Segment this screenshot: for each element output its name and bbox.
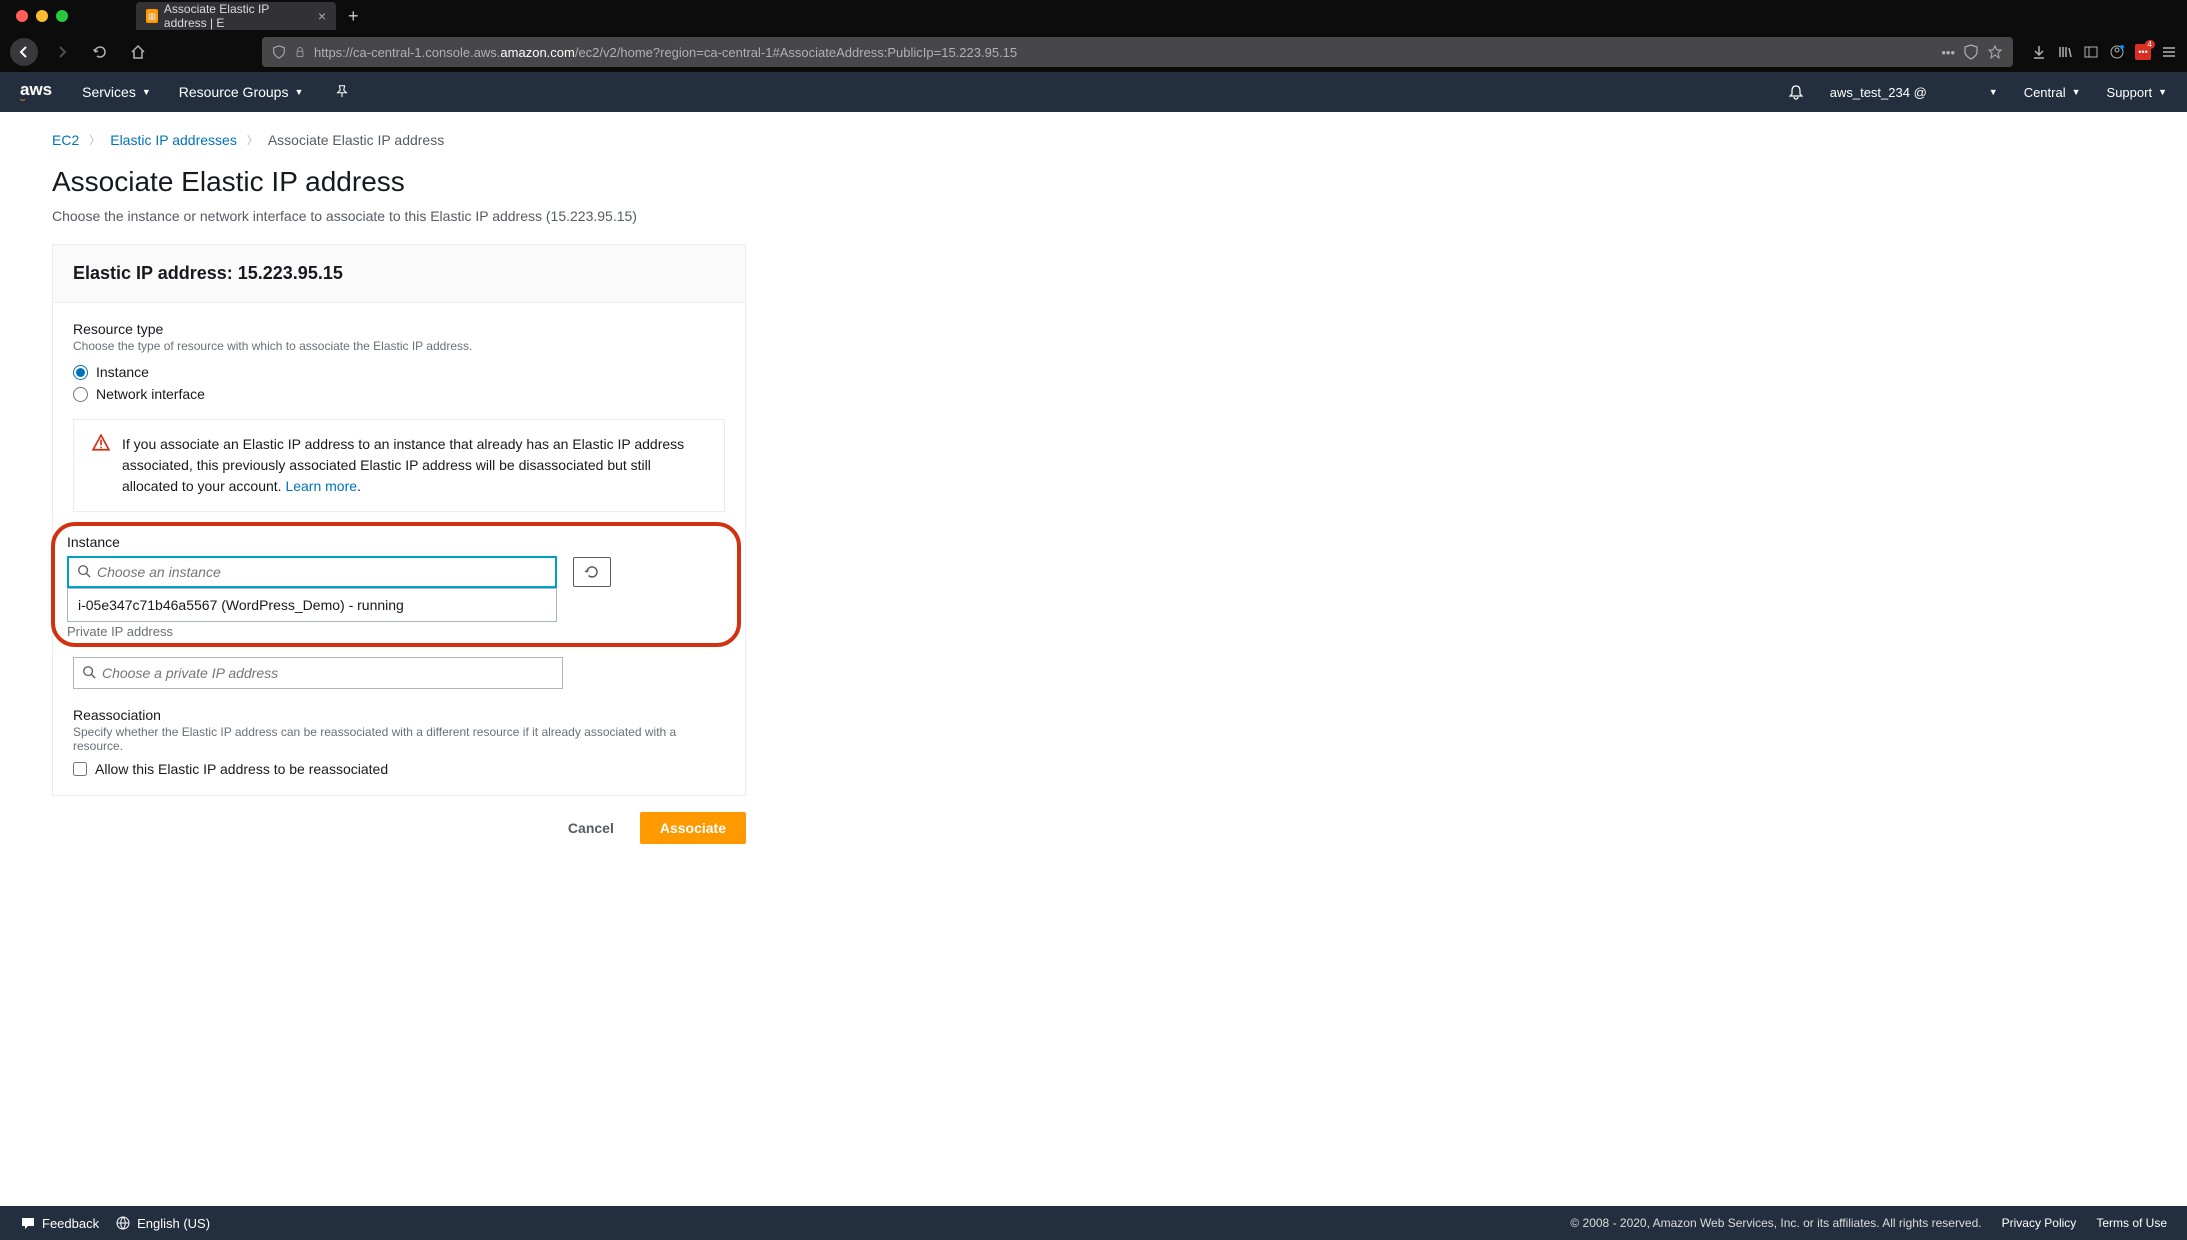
resource-type-label: Resource type — [73, 321, 725, 337]
breadcrumb: EC2 〉 Elastic IP addresses 〉 Associate E… — [52, 132, 2135, 148]
warning-learn-more-link[interactable]: Learn more — [285, 478, 357, 494]
globe-icon — [115, 1215, 131, 1231]
breadcrumb-current: Associate Elastic IP address — [268, 132, 444, 148]
warning-text: If you associate an Elastic IP address t… — [122, 434, 706, 497]
extension-count: 4 — [2145, 40, 2155, 49]
url-path: /ec2/v2/home?region=ca-central-1#Associa… — [575, 45, 1017, 60]
breadcrumb-eip[interactable]: Elastic IP addresses — [110, 132, 237, 148]
url-prefix: https://ca-central-1.console.aws. — [314, 45, 500, 60]
pin-icon[interactable] — [335, 84, 349, 101]
tab-favicon: ▦ — [146, 9, 158, 23]
aws-smile-icon: ⌣ — [20, 96, 52, 104]
private-ip-label-obscured: Private IP address — [67, 624, 725, 639]
tab-close-icon[interactable]: × — [318, 8, 326, 24]
aws-footer: Feedback English (US) © 2008 - 2020, Ama… — [0, 1206, 2187, 1240]
url-host: amazon.com — [500, 45, 574, 60]
breadcrumb-ec2[interactable]: EC2 — [52, 132, 79, 148]
instance-selection-highlight: Instance i-05e347c71b46a5567 (WordPress_… — [51, 522, 741, 647]
tab-title: Associate Elastic IP address | E — [164, 2, 308, 30]
feedback-link[interactable]: Feedback — [20, 1215, 99, 1231]
browser-chrome: ▦ Associate Elastic IP address | E × + h… — [0, 0, 2187, 72]
resource-type-radio-group: Instance Network interface — [73, 361, 725, 405]
menu-icon[interactable] — [2161, 44, 2177, 60]
lock-icon — [294, 46, 306, 58]
private-ip-search-field[interactable] — [73, 657, 563, 689]
caret-down-icon: ▼ — [2158, 87, 2167, 97]
caret-down-icon: ▼ — [142, 87, 151, 97]
warning-box: If you associate an Elastic IP address t… — [73, 419, 725, 512]
warning-icon — [92, 434, 110, 497]
notifications-icon[interactable] — [1788, 84, 1804, 100]
reader-icon[interactable] — [1963, 44, 1979, 60]
radio-instance-input[interactable] — [73, 365, 88, 380]
instance-search-input[interactable] — [97, 564, 547, 580]
window-maximize[interactable] — [56, 10, 68, 22]
reassociation-checkbox[interactable] — [73, 762, 87, 776]
reassociation-label: Reassociation — [73, 707, 725, 723]
resource-groups-menu[interactable]: Resource Groups ▼ — [179, 84, 304, 100]
support-menu[interactable]: Support ▼ — [2107, 85, 2167, 100]
chevron-right-icon: 〉 — [247, 132, 258, 148]
nav-bar: https://ca-central-1.console.aws.amazon.… — [0, 32, 2187, 72]
radio-eni-input[interactable] — [73, 387, 88, 402]
window-controls — [8, 10, 76, 22]
account-icon[interactable] — [2109, 44, 2125, 60]
reassociation-desc: Specify whether the Elastic IP address c… — [73, 725, 725, 753]
radio-network-interface[interactable]: Network interface — [73, 383, 725, 405]
resource-type-desc: Choose the type of resource with which t… — [73, 339, 725, 353]
page-description: Choose the instance or network interface… — [52, 208, 2135, 224]
reassociation-checkbox-row[interactable]: Allow this Elastic IP address to be reas… — [73, 761, 725, 777]
download-icon[interactable] — [2031, 44, 2047, 60]
aws-header: aws ⌣ Services ▼ Resource Groups ▼ aws_t… — [0, 72, 2187, 112]
bookmark-icon[interactable] — [1987, 44, 2003, 60]
caret-down-icon: ▼ — [1989, 87, 1998, 97]
aws-logo[interactable]: aws ⌣ — [20, 81, 52, 104]
url-more-icon[interactable]: ••• — [1941, 45, 1955, 60]
extension-badge[interactable]: •••4 — [2135, 44, 2151, 60]
library-icon[interactable] — [2057, 44, 2073, 60]
instance-dropdown: i-05e347c71b46a5567 (WordPress_Demo) - r… — [67, 588, 557, 622]
cancel-button[interactable]: Cancel — [556, 812, 626, 844]
radio-instance[interactable]: Instance — [73, 361, 725, 383]
action-buttons: Cancel Associate — [52, 812, 746, 844]
panel-header: Elastic IP address: 15.223.95.15 — [53, 245, 745, 303]
nav-back-button[interactable] — [10, 38, 38, 66]
copyright-text: © 2008 - 2020, Amazon Web Services, Inc.… — [1570, 1216, 1981, 1230]
refresh-icon — [584, 564, 600, 580]
nav-forward-button — [48, 38, 76, 66]
terms-link[interactable]: Terms of Use — [2096, 1216, 2167, 1230]
main-panel: Elastic IP address: 15.223.95.15 Resourc… — [52, 244, 746, 796]
search-icon — [82, 665, 96, 682]
account-menu[interactable]: aws_test_234 @ ▼ — [1830, 85, 1998, 100]
privacy-link[interactable]: Privacy Policy — [2002, 1216, 2077, 1230]
browser-tab[interactable]: ▦ Associate Elastic IP address | E × — [136, 2, 336, 30]
url-text: https://ca-central-1.console.aws.amazon.… — [314, 45, 1933, 60]
instance-label: Instance — [67, 534, 725, 550]
browser-right-icons: •••4 — [2031, 44, 2177, 60]
region-menu[interactable]: Central ▼ — [2024, 85, 2081, 100]
tab-strip: ▦ Associate Elastic IP address | E × + — [0, 0, 2187, 32]
shield-icon — [272, 45, 286, 59]
new-tab-button[interactable]: + — [348, 6, 359, 27]
url-bar[interactable]: https://ca-central-1.console.aws.amazon.… — [262, 37, 2013, 67]
window-close[interactable] — [16, 10, 28, 22]
chevron-right-icon: 〉 — [89, 132, 100, 148]
nav-home-button[interactable] — [124, 38, 152, 66]
services-menu[interactable]: Services ▼ — [82, 84, 151, 100]
page-title: Associate Elastic IP address — [52, 166, 2135, 198]
window-minimize[interactable] — [36, 10, 48, 22]
instance-search-field[interactable] — [67, 556, 557, 588]
caret-down-icon: ▼ — [2072, 87, 2081, 97]
nav-reload-button[interactable] — [86, 38, 114, 66]
caret-down-icon: ▼ — [294, 87, 303, 97]
language-selector[interactable]: English (US) — [115, 1215, 210, 1231]
speech-icon — [20, 1215, 36, 1231]
associate-button[interactable]: Associate — [640, 812, 746, 844]
instance-dropdown-item[interactable]: i-05e347c71b46a5567 (WordPress_Demo) - r… — [68, 589, 556, 621]
sidebar-icon[interactable] — [2083, 44, 2099, 60]
refresh-button[interactable] — [573, 557, 611, 587]
search-icon — [77, 564, 91, 581]
page-content: EC2 〉 Elastic IP addresses 〉 Associate E… — [0, 112, 2187, 874]
private-ip-search-input[interactable] — [102, 665, 554, 681]
